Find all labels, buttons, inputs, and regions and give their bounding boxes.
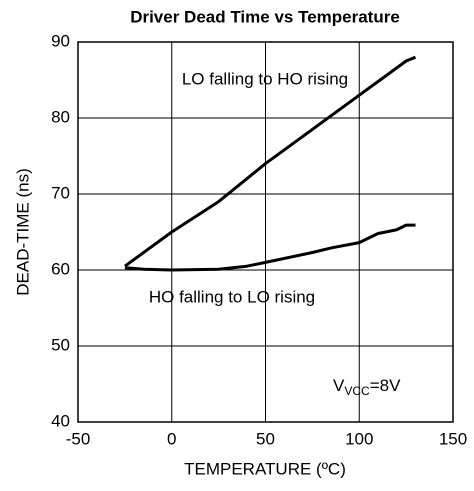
annotation: VVCC=8V (333, 376, 401, 398)
chart-title: Driver Dead Time vs Temperature (130, 7, 400, 26)
y-tick-label: 50 (51, 335, 70, 354)
x-tick-label: 150 (439, 429, 467, 448)
x-tick-label: 0 (167, 429, 176, 448)
series-label: LO falling to HO rising (182, 69, 348, 88)
annotation-sub: VCC (344, 384, 370, 398)
series-line (124, 223, 416, 272)
series-label: HO falling to LO rising (149, 287, 315, 306)
annotation-main: V (333, 376, 345, 395)
x-axis-label: TEMPERATURE (ºC) (184, 459, 346, 478)
y-tick-label: 80 (51, 107, 70, 126)
y-tick-label: 90 (51, 31, 70, 50)
plot-frame (77, 41, 454, 423)
y-tick-label: 60 (51, 259, 70, 278)
x-tick-label: -50 (66, 429, 91, 448)
y-axis-label: DEAD-TIME (ns) (13, 168, 32, 296)
annotation-rest: =8V (370, 376, 401, 395)
x-tick-label: 100 (345, 429, 373, 448)
series-line (123, 55, 417, 268)
y-tick-label: 70 (51, 183, 70, 202)
x-tick-label: 50 (256, 429, 275, 448)
y-tick-label: 40 (51, 411, 70, 430)
